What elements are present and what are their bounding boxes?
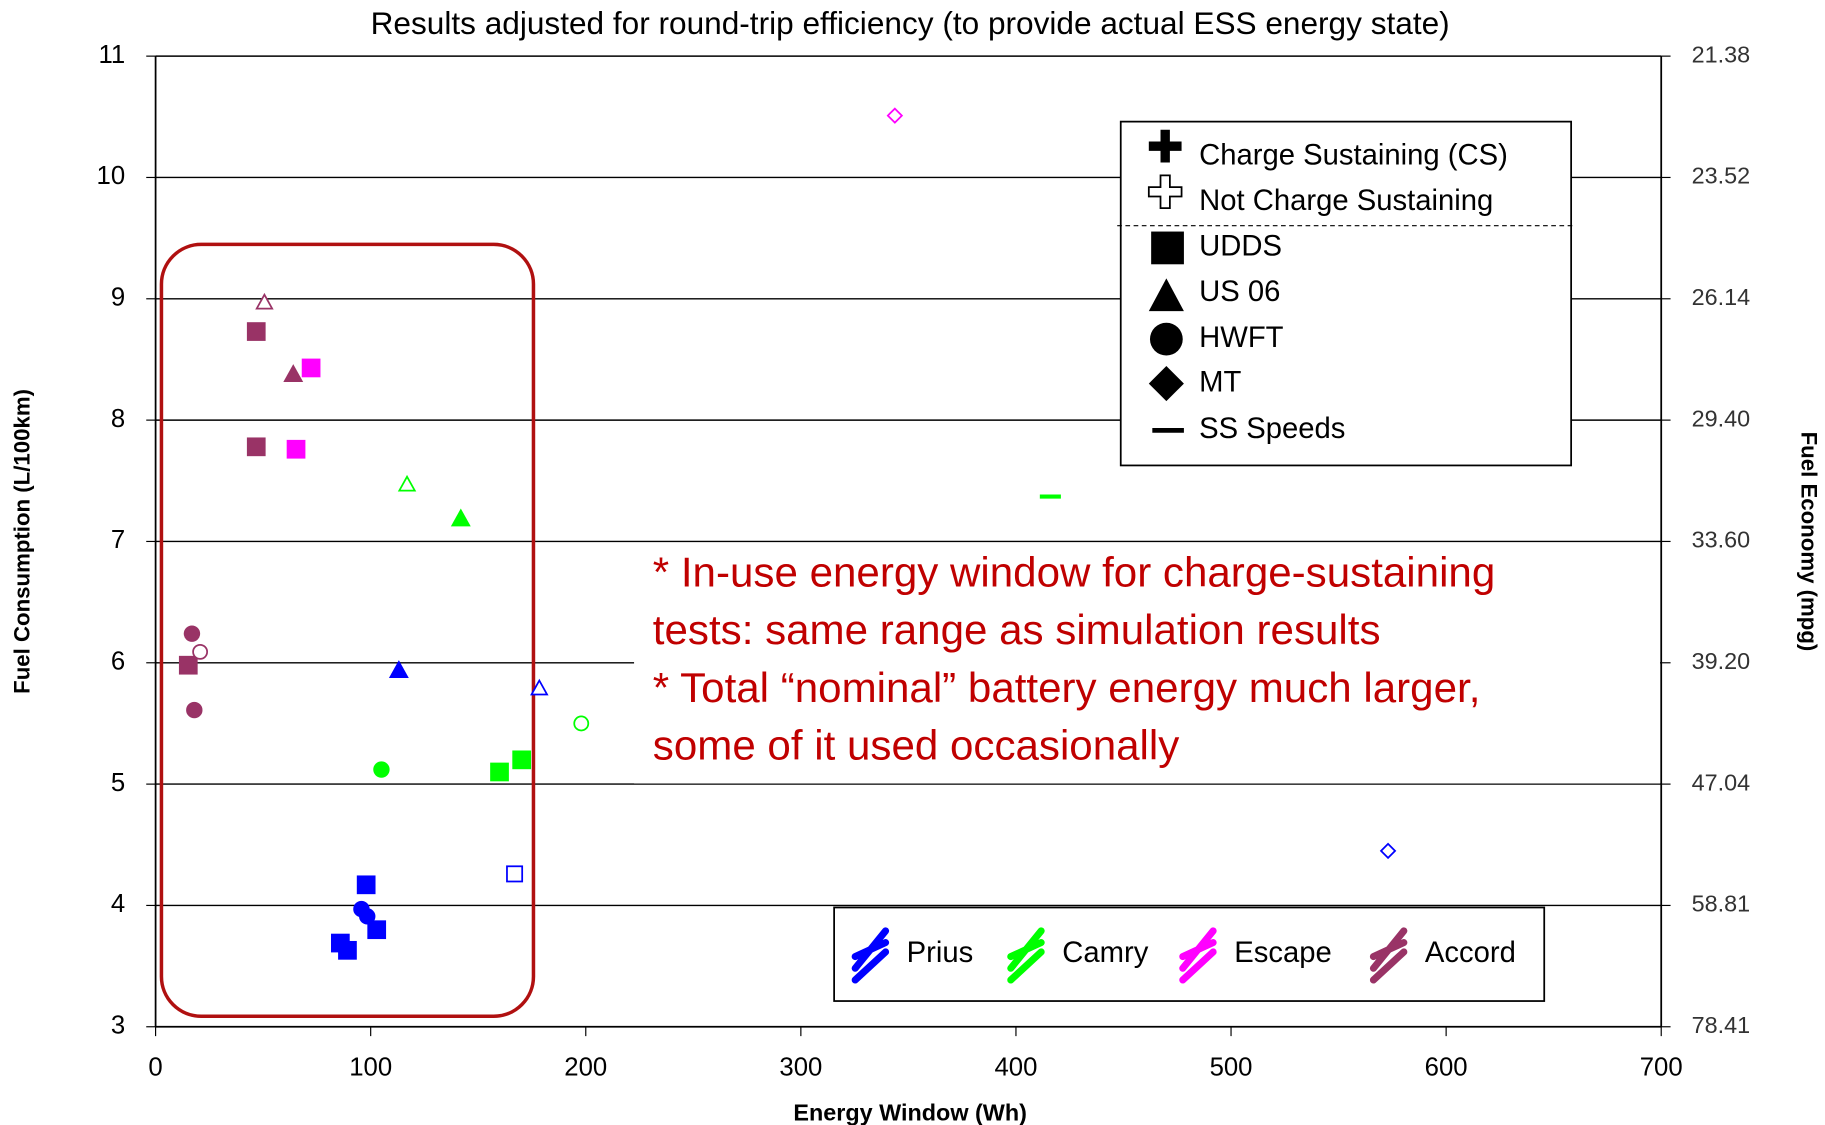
y-tick-label: 11 (98, 41, 125, 69)
legend-symbol (1148, 129, 1182, 163)
data-point (1379, 842, 1397, 860)
legend-label: Escape (1234, 937, 1332, 969)
points (178, 107, 1397, 960)
y2-axis-label: Fuel Economy (mpg) (1797, 432, 1822, 652)
y-tick-label: 6 (111, 648, 125, 676)
legend-label: UDDS (1199, 231, 1282, 263)
shape-legend: Charge Sustaining (CS) Not Charge Sustai… (1117, 120, 1575, 467)
legend-label: Charge Sustaining (CS) (1199, 139, 1508, 171)
legend-label: US 06 (1199, 276, 1280, 308)
legend-box (1119, 120, 1573, 467)
y2-tick-label: 47.04 (1692, 769, 1751, 795)
vehicle-legend: Prius Camry Escape Accord (833, 906, 1546, 1002)
data-point (450, 508, 471, 527)
y2-tick-label: 78.41 (1692, 1012, 1751, 1038)
y-tick-label: 8 (111, 405, 125, 433)
data-point (388, 660, 409, 679)
legend-label: HWFT (1199, 322, 1284, 354)
legend-symbol (1148, 366, 1184, 402)
data-point (286, 439, 306, 459)
annotation-background (634, 542, 1661, 784)
data-point (373, 761, 390, 778)
y2-tick-label: 58.81 (1692, 891, 1751, 917)
legend-symbol (1148, 278, 1184, 312)
legend-symbol (1149, 322, 1183, 356)
annotation: * In-use energy window for charge-sustai… (653, 548, 1495, 768)
data-point (512, 750, 532, 770)
legend-swatch (851, 927, 890, 984)
legend-label: Prius (907, 937, 974, 969)
y2-tick-label: 21.38 (1692, 41, 1751, 67)
data-point (246, 437, 266, 457)
legend-swatch (1007, 927, 1045, 984)
legend-swatch (1179, 927, 1217, 984)
annotation-line: tests: same range as simulation results (653, 606, 1381, 653)
y-tick-label: 3 (111, 1012, 125, 1040)
annotation-line: some of it used occasionally (653, 721, 1180, 768)
x-tick-label: 500 (1210, 1054, 1253, 1082)
legend-label: MT (1199, 366, 1241, 398)
data-point (506, 865, 524, 883)
x-axis-label: Energy Window (Wh) (793, 1100, 1027, 1125)
y-tick-label: 10 (97, 162, 126, 190)
y-tick-label: 5 (111, 769, 125, 797)
legend-symbol (1147, 174, 1183, 210)
data-point (367, 920, 387, 940)
legend-label: Accord (1425, 937, 1516, 969)
data-point (186, 701, 203, 719)
data-point (356, 875, 376, 895)
x-tick-label: 600 (1425, 1054, 1468, 1082)
data-point (530, 678, 549, 696)
data-point (397, 474, 417, 492)
data-point (255, 292, 274, 310)
y2-tick-label: 23.52 (1692, 163, 1751, 189)
data-point (246, 322, 266, 341)
x-tick-label: 200 (564, 1054, 607, 1082)
x-tick-label: 100 (349, 1054, 392, 1082)
legend-label: Not Charge Sustaining (1199, 185, 1493, 217)
data-point (490, 762, 509, 782)
y-tick-label: 9 (111, 284, 125, 312)
data-point (301, 358, 321, 378)
y-tick-label: 4 (111, 890, 125, 918)
y-axis-label: Fuel Consumption (L/100km) (9, 389, 34, 694)
x-tick-label: 700 (1640, 1054, 1683, 1082)
x-tick-label: 300 (779, 1054, 822, 1082)
legend-label: SS Speeds (1199, 413, 1345, 445)
legend-swatch (1369, 927, 1408, 984)
data-point (886, 107, 904, 124)
data-point (338, 940, 357, 960)
y2-tick-label: 39.20 (1692, 648, 1751, 674)
annotation-line: * In-use energy window for charge-sustai… (653, 548, 1495, 595)
data-point (192, 643, 209, 660)
highlight-box (159, 242, 536, 1018)
data-point (573, 715, 590, 732)
annotation-line: * Total “nominal” battery energy much la… (653, 664, 1481, 711)
data-point (178, 655, 198, 675)
chart-title: Results adjusted for round-trip efficien… (371, 5, 1450, 41)
y2-tick-label: 26.14 (1692, 284, 1751, 310)
legend-symbol (1151, 231, 1184, 265)
y-tick-label: 7 (111, 526, 125, 554)
y2-tick-label: 29.40 (1692, 405, 1751, 431)
x-tick-label: 400 (994, 1054, 1037, 1082)
x-tick-label: 0 (148, 1054, 162, 1082)
data-point (283, 364, 304, 382)
y2-tick-label: 33.60 (1692, 527, 1751, 553)
data-point (183, 625, 201, 642)
legend-label: Camry (1062, 937, 1148, 969)
